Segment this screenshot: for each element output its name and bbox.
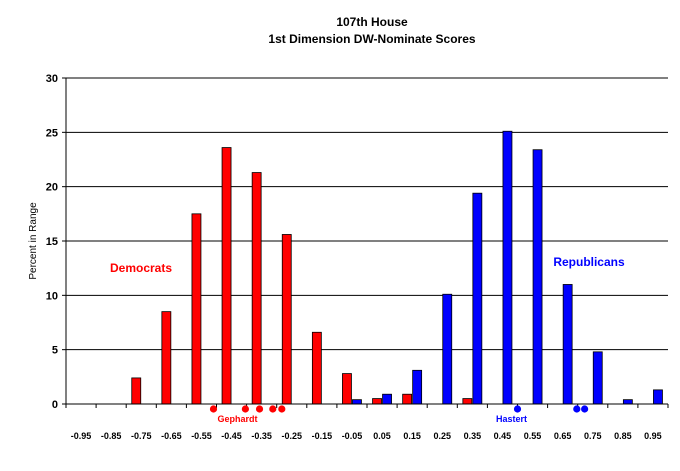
y-tick-label: 25 <box>46 127 58 139</box>
member-marker-dem <box>269 405 277 413</box>
bar-democrats <box>311 331 322 405</box>
x-tick-label: 0.05 <box>373 431 391 441</box>
bar-republicans <box>562 284 573 405</box>
x-tick-label: 0.35 <box>464 431 482 441</box>
x-tick-label: -0.55 <box>191 431 212 441</box>
x-tick-label: 0.75 <box>584 431 602 441</box>
x-tick-label: -0.95 <box>71 431 92 441</box>
x-tick-label: 0.15 <box>403 431 421 441</box>
bar-republicans <box>502 130 513 405</box>
bar-democrats <box>161 311 172 405</box>
member-marker-dem <box>241 405 249 413</box>
bar-democrats <box>191 213 202 405</box>
x-tick-label: -0.05 <box>342 431 363 441</box>
y-tick-label: 5 <box>52 345 58 357</box>
x-tick-label: -0.75 <box>131 431 152 441</box>
series-label: Republicans <box>553 255 625 269</box>
y-tick-label: 10 <box>46 290 58 302</box>
x-tick-label: 0.25 <box>433 431 451 441</box>
member-marker-rep <box>573 405 581 413</box>
y-tick-label: 15 <box>46 236 58 248</box>
bar-democrats <box>462 398 473 405</box>
bar-democrats <box>221 147 232 405</box>
x-tick-label: -0.65 <box>161 431 182 441</box>
bar-democrats <box>281 234 292 405</box>
bar-republicans <box>592 351 603 405</box>
member-marker-rep <box>513 405 522 413</box>
member-marker-rep <box>581 405 589 413</box>
annotations: Gephardt Hastert Democrats Republicans <box>110 255 625 424</box>
x-tick-label: 0.95 <box>644 431 662 441</box>
x-tick-label: 0.85 <box>614 431 632 441</box>
bar-democrats <box>131 377 142 405</box>
gridlines <box>66 77 668 351</box>
bar-democrats <box>372 398 382 405</box>
y-tick-label: 30 <box>46 73 58 85</box>
bar-democrats <box>342 373 352 405</box>
bar-republicans <box>622 399 633 405</box>
member-marker-dem <box>255 405 264 413</box>
member-annotation: Hastert <box>496 414 527 424</box>
y-axis-label: Percent in Range <box>28 202 39 280</box>
bar-democrats <box>251 172 262 405</box>
chart-subtitle: 1st Dimension DW-Nominate Scores <box>268 32 475 46</box>
y-tick-label: 20 <box>46 182 58 194</box>
x-tick-label: -0.35 <box>251 431 272 441</box>
series-label: Democrats <box>110 261 172 275</box>
x-tick-label: 0.65 <box>554 431 572 441</box>
x-tick-label: -0.85 <box>101 431 122 441</box>
bar-democrats <box>402 393 413 405</box>
member-markers <box>209 405 589 413</box>
bar-republicans <box>412 369 423 405</box>
y-tick-label: 0 <box>52 399 58 411</box>
x-tick-label: -0.25 <box>281 431 302 441</box>
chart-title: 107th House <box>336 15 408 29</box>
bar-republicans <box>382 393 392 405</box>
member-marker-dem <box>278 405 286 413</box>
axes <box>62 77 669 408</box>
x-tick-labels: -0.95 -0.85 -0.75 -0.65 -0.55 -0.45 -0.35 -0.25… <box>71 431 662 441</box>
x-tick-label: 0.55 <box>524 431 542 441</box>
bar-republicans <box>532 149 543 405</box>
x-tick-label: -0.45 <box>221 431 242 441</box>
bar-republicans <box>653 389 663 405</box>
member-marker-dem <box>209 405 218 413</box>
member-annotation: Gephardt <box>218 414 258 424</box>
bar-republicans <box>472 192 483 405</box>
y-tick-labels: 0 5 10 15 20 25 30 <box>46 73 58 411</box>
bar-republicans <box>352 399 362 405</box>
bar-republicans <box>442 293 453 405</box>
x-tick-label: -0.15 <box>312 431 333 441</box>
x-tick-label: 0.45 <box>494 431 512 441</box>
